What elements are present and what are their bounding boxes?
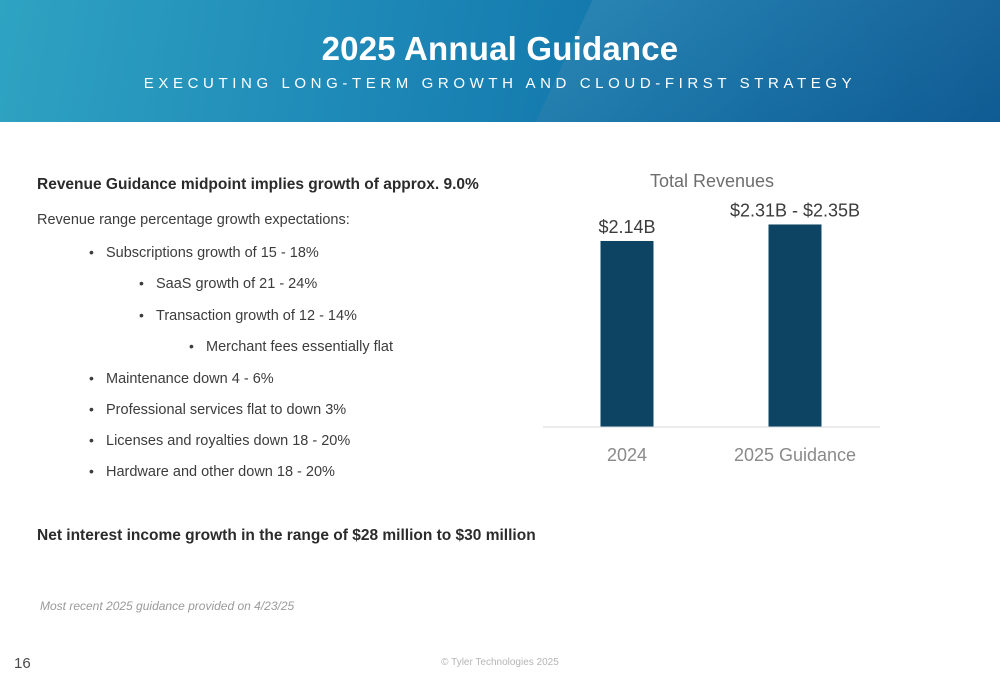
- bullet-text: Merchant fees essentially flat: [206, 339, 393, 355]
- copyright-notice: © Tyler Technologies 2025: [441, 657, 559, 668]
- bar-2025-guidance: [768, 224, 822, 427]
- header-banner: 2025 Annual Guidance EXECUTING LONG-TERM…: [0, 0, 1000, 122]
- x-axis-tick-label: 2025 Guidance: [734, 445, 856, 465]
- guidance-text-block: Revenue Guidance midpoint implies growth…: [37, 176, 557, 480]
- bullet-item: • SaaS growth of 21 - 24%: [139, 275, 317, 292]
- bullet-item: • Professional services flat to down 3%: [89, 401, 346, 418]
- page-subtitle: EXECUTING LONG-TERM GROWTH AND CLOUD-FIR…: [143, 75, 857, 92]
- bullet-text: Professional services flat to down 3%: [106, 402, 347, 418]
- x-axis-tick-label: 2024: [607, 445, 647, 465]
- guidance-date-note: Most recent 2025 guidance provided on 4/…: [40, 599, 295, 613]
- bullet-text: Subscriptions growth of 15 - 18%: [106, 245, 319, 261]
- bullet-dot-icon: •: [89, 463, 94, 479]
- bullet-text: Maintenance down 4 - 6%: [106, 371, 274, 387]
- bullet-dot-icon: •: [189, 338, 194, 354]
- total-revenues-chart: Total Revenues $2.14B 2024 $2.31B - $2.35B…: [543, 171, 880, 465]
- page-title: 2025 Annual Guidance: [321, 30, 679, 67]
- chart-marks: $2.14B 2024 $2.31B - $2.35B 2025 Guidance: [598, 200, 860, 465]
- bullet-dot-icon: •: [139, 307, 144, 323]
- bullet-text: Hardware and other down 18 - 20%: [106, 464, 335, 480]
- bullet-item: • Licenses and royalties down 18 - 20%: [89, 432, 350, 449]
- bullet-dot-icon: •: [89, 432, 94, 448]
- bullet-dot-icon: •: [89, 401, 94, 417]
- bullet-text: Licenses and royalties down 18 - 20%: [106, 433, 351, 449]
- bullet-text: Transaction growth of 12 - 14%: [156, 308, 357, 324]
- bullet-item: • Transaction growth of 12 - 14%: [139, 307, 357, 324]
- bullet-item: • Hardware and other down 18 - 20%: [89, 463, 335, 480]
- page-number: 16: [14, 655, 31, 672]
- bar-2024: [600, 240, 654, 427]
- bullet-dot-icon: •: [139, 275, 144, 291]
- bullet-text: SaaS growth of 21 - 24%: [156, 276, 318, 292]
- chart-title: Total Revenues: [650, 171, 774, 191]
- revenue-guidance-headline: Revenue Guidance midpoint implies growth…: [37, 176, 479, 193]
- bullet-item: • Subscriptions growth of 15 - 18%: [89, 244, 319, 261]
- bullet-item: • Merchant fees essentially flat: [189, 338, 393, 355]
- bar-data-label: $2.31B - $2.35B: [730, 200, 860, 220]
- bullet-dot-icon: •: [89, 244, 94, 260]
- growth-expectations-intro: Revenue range percentage growth expectat…: [37, 212, 350, 228]
- bullet-dot-icon: •: [89, 370, 94, 386]
- bar-data-label: $2.14B: [598, 217, 655, 237]
- net-interest-income-statement: Net interest income growth in the range …: [37, 527, 536, 544]
- bullet-item: • Maintenance down 4 - 6%: [89, 370, 274, 387]
